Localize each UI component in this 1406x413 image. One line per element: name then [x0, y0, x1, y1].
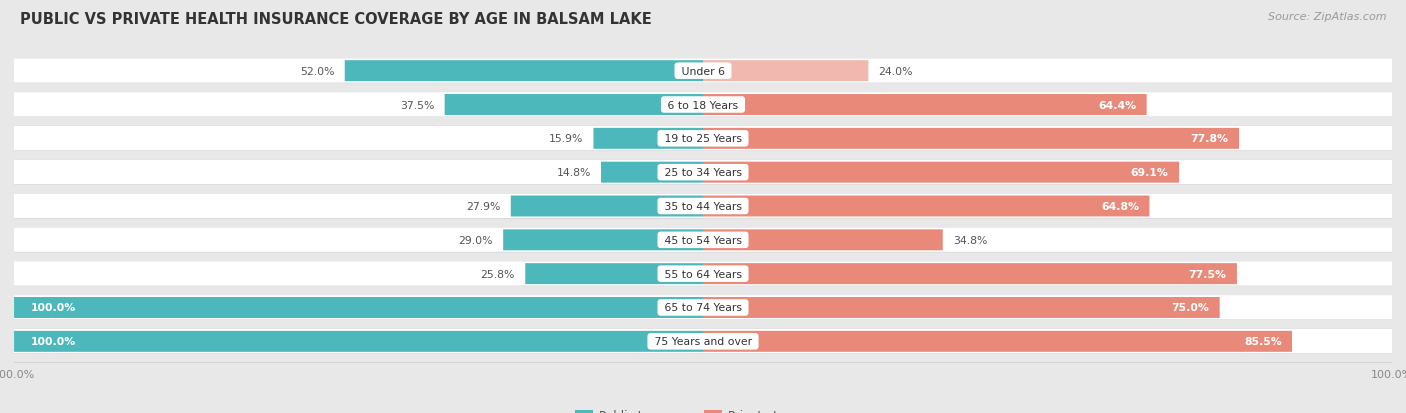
FancyBboxPatch shape: [703, 95, 1147, 116]
FancyBboxPatch shape: [10, 228, 1396, 252]
Text: 27.9%: 27.9%: [465, 202, 501, 211]
FancyBboxPatch shape: [703, 61, 869, 82]
FancyBboxPatch shape: [703, 331, 1292, 352]
FancyBboxPatch shape: [510, 196, 703, 217]
Text: 65 to 74 Years: 65 to 74 Years: [661, 303, 745, 313]
FancyBboxPatch shape: [10, 59, 1396, 83]
Text: 14.8%: 14.8%: [557, 168, 591, 178]
FancyBboxPatch shape: [10, 93, 1396, 117]
Text: 75 Years and over: 75 Years and over: [651, 337, 755, 347]
Text: 64.8%: 64.8%: [1101, 202, 1139, 211]
FancyBboxPatch shape: [526, 263, 703, 285]
Text: 19 to 25 Years: 19 to 25 Years: [661, 134, 745, 144]
Text: 45 to 54 Years: 45 to 54 Years: [661, 235, 745, 245]
FancyBboxPatch shape: [10, 160, 1396, 185]
FancyBboxPatch shape: [7, 126, 1399, 152]
Text: 37.5%: 37.5%: [399, 100, 434, 110]
Text: 77.5%: 77.5%: [1188, 269, 1226, 279]
FancyBboxPatch shape: [503, 230, 703, 251]
FancyBboxPatch shape: [10, 295, 1396, 320]
FancyBboxPatch shape: [703, 230, 943, 251]
Text: 77.8%: 77.8%: [1191, 134, 1229, 144]
FancyBboxPatch shape: [703, 162, 1180, 183]
Text: 6 to 18 Years: 6 to 18 Years: [664, 100, 742, 110]
FancyBboxPatch shape: [10, 329, 1396, 354]
FancyBboxPatch shape: [14, 331, 703, 352]
FancyBboxPatch shape: [7, 194, 1399, 219]
Text: 52.0%: 52.0%: [299, 66, 335, 76]
FancyBboxPatch shape: [7, 160, 1399, 185]
Text: 85.5%: 85.5%: [1244, 337, 1282, 347]
Text: 25 to 34 Years: 25 to 34 Years: [661, 168, 745, 178]
FancyBboxPatch shape: [14, 297, 703, 318]
Text: Source: ZipAtlas.com: Source: ZipAtlas.com: [1268, 12, 1386, 22]
Text: 55 to 64 Years: 55 to 64 Years: [661, 269, 745, 279]
Text: 35 to 44 Years: 35 to 44 Years: [661, 202, 745, 211]
Text: PUBLIC VS PRIVATE HEALTH INSURANCE COVERAGE BY AGE IN BALSAM LAKE: PUBLIC VS PRIVATE HEALTH INSURANCE COVER…: [20, 12, 651, 27]
FancyBboxPatch shape: [7, 93, 1399, 118]
FancyBboxPatch shape: [10, 262, 1396, 286]
Text: 34.8%: 34.8%: [953, 235, 987, 245]
Text: Under 6: Under 6: [678, 66, 728, 76]
FancyBboxPatch shape: [7, 59, 1399, 84]
Text: 100.0%: 100.0%: [31, 337, 76, 347]
FancyBboxPatch shape: [600, 162, 703, 183]
FancyBboxPatch shape: [7, 329, 1399, 354]
Text: 25.8%: 25.8%: [481, 269, 515, 279]
Legend: Public Insurance, Private Insurance: Public Insurance, Private Insurance: [571, 404, 835, 413]
FancyBboxPatch shape: [344, 61, 703, 82]
FancyBboxPatch shape: [703, 196, 1150, 217]
Text: 69.1%: 69.1%: [1130, 168, 1168, 178]
Text: 15.9%: 15.9%: [548, 134, 583, 144]
FancyBboxPatch shape: [7, 228, 1399, 253]
FancyBboxPatch shape: [703, 297, 1219, 318]
Text: 100.0%: 100.0%: [31, 303, 76, 313]
Text: 75.0%: 75.0%: [1171, 303, 1209, 313]
FancyBboxPatch shape: [593, 128, 703, 150]
FancyBboxPatch shape: [703, 128, 1239, 150]
Text: 24.0%: 24.0%: [879, 66, 912, 76]
FancyBboxPatch shape: [10, 194, 1396, 218]
FancyBboxPatch shape: [10, 127, 1396, 151]
FancyBboxPatch shape: [703, 263, 1237, 285]
FancyBboxPatch shape: [7, 261, 1399, 287]
FancyBboxPatch shape: [7, 295, 1399, 320]
FancyBboxPatch shape: [444, 95, 703, 116]
Text: 29.0%: 29.0%: [458, 235, 494, 245]
Text: 64.4%: 64.4%: [1098, 100, 1136, 110]
